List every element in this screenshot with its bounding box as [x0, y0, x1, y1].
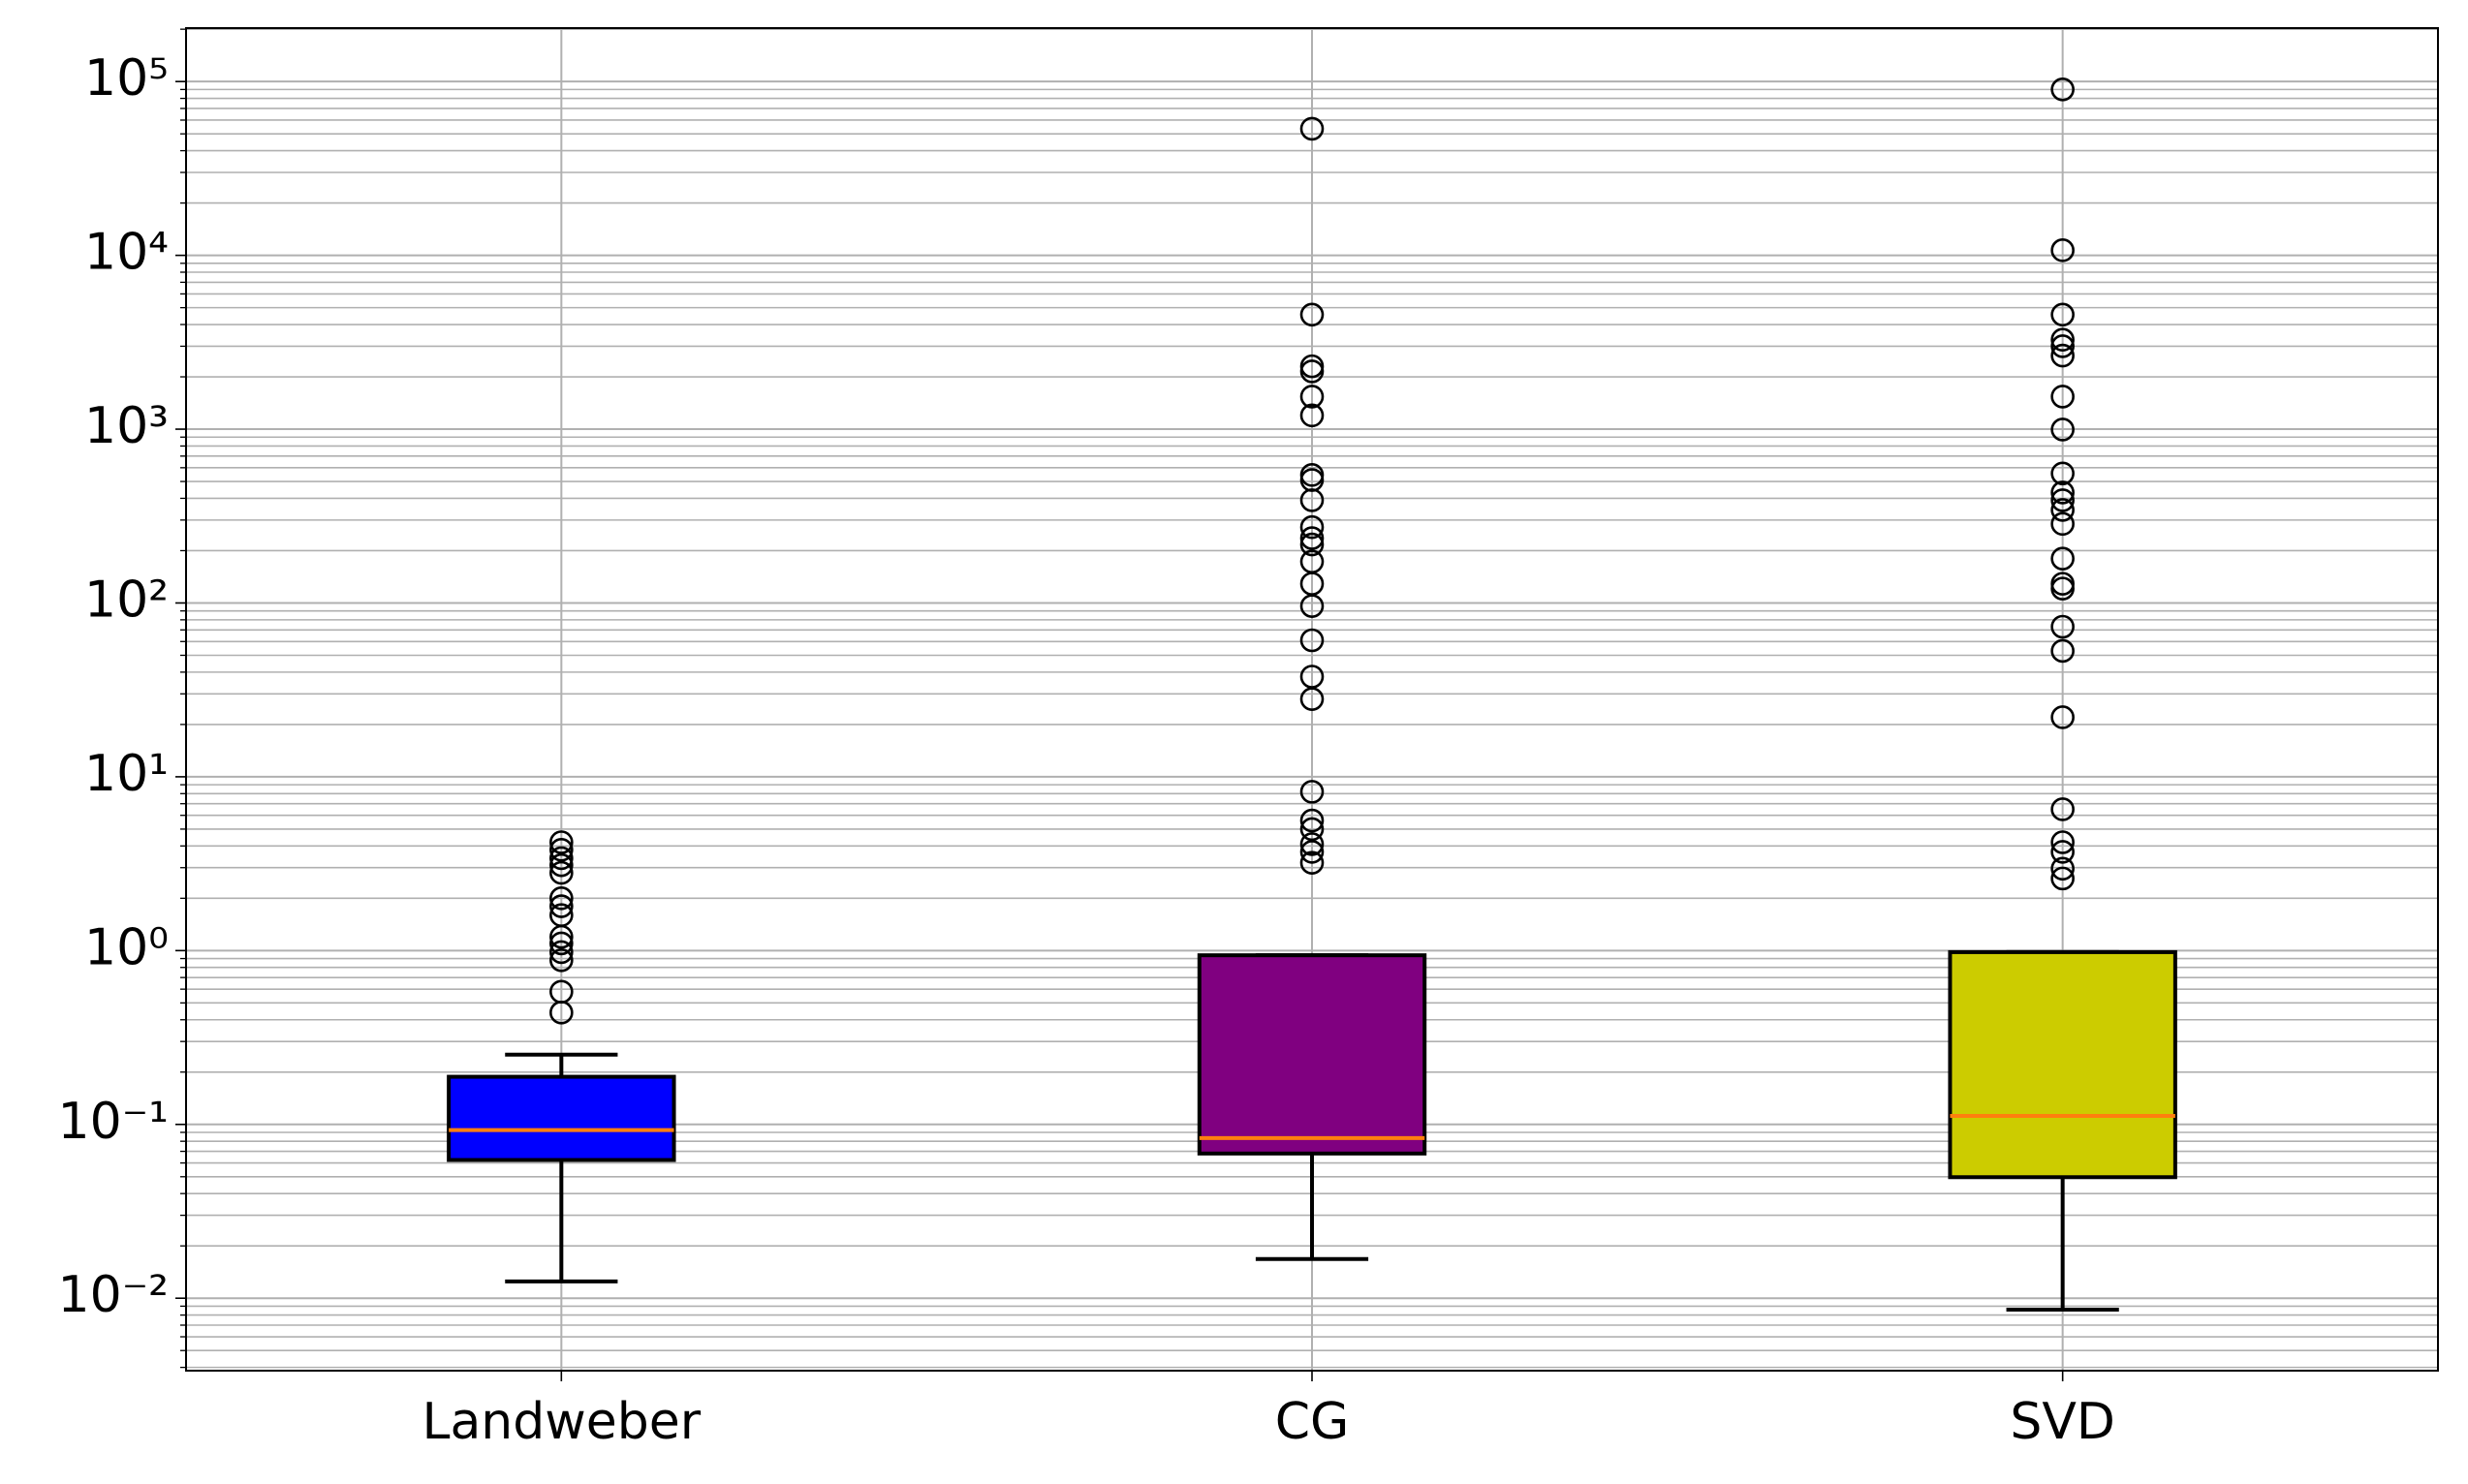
outlier [1299, 385, 1325, 409]
outlier [2050, 327, 2075, 353]
outlier [1299, 687, 1325, 711]
outlier [1299, 526, 1325, 550]
outlier [2050, 238, 2075, 263]
y-tick-label: 10⁰ [84, 918, 169, 976]
outlier [2050, 461, 2075, 486]
outlier [2050, 77, 2075, 102]
y-tick-label: 10⁵ [84, 49, 169, 108]
outlier [1299, 532, 1325, 557]
x-tick-label: SVD [2010, 1393, 2115, 1451]
outlier [549, 846, 574, 871]
outlier [549, 931, 574, 956]
outlier [1299, 808, 1325, 833]
outlier [2050, 417, 2075, 442]
outlier [1299, 403, 1325, 428]
box [1197, 953, 1427, 1156]
outlier [549, 886, 574, 911]
outlier [1299, 302, 1325, 327]
outlier [1299, 840, 1325, 864]
outlier [549, 924, 574, 949]
outlier [549, 860, 574, 885]
outlier [2050, 856, 2075, 881]
outlier [2050, 498, 2075, 522]
x-tick-label: Landweber [422, 1393, 701, 1451]
outlier [1299, 116, 1325, 141]
outlier [2050, 797, 2075, 821]
outlier [2050, 480, 2075, 505]
outlier [549, 948, 574, 973]
outlier [1299, 628, 1325, 653]
plot-frame [185, 27, 2439, 1372]
outlier [549, 852, 574, 878]
outlier [1299, 514, 1325, 540]
box [1948, 949, 2177, 1180]
outlier [1299, 817, 1325, 842]
x-tick-label: CG [1275, 1393, 1350, 1451]
outlier [1299, 850, 1325, 876]
outlier [2050, 488, 2075, 512]
y-tick-label: 10⁴ [84, 224, 169, 282]
outlier [1299, 780, 1325, 804]
outlier [2050, 840, 2075, 864]
outlier [549, 830, 574, 854]
y-tick-label: 10⁻² [58, 1266, 169, 1324]
outlier [1299, 359, 1325, 384]
outlier [2050, 302, 2075, 327]
outlier [1299, 594, 1325, 618]
outlier [2050, 576, 2075, 601]
outlier [2050, 343, 2075, 368]
outlier [549, 940, 574, 965]
outlier [1299, 832, 1325, 856]
y-tick-label: 10³ [84, 397, 169, 455]
outlier [549, 894, 574, 918]
outlier [1299, 488, 1325, 512]
y-tick-label: 10² [84, 571, 169, 629]
outlier [549, 838, 574, 862]
outlier [2050, 614, 2075, 639]
y-tick-label: 10⁻¹ [58, 1093, 169, 1151]
box [447, 1074, 676, 1162]
outlier [2050, 638, 2075, 664]
outlier [549, 1001, 574, 1025]
outlier [2050, 866, 2075, 891]
outlier [2050, 705, 2075, 729]
outlier [2050, 511, 2075, 537]
y-tick-label: 10¹ [84, 745, 169, 803]
outlier [2050, 546, 2075, 571]
outlier [2050, 334, 2075, 358]
outlier [2050, 830, 2075, 854]
outlier [2050, 385, 2075, 409]
